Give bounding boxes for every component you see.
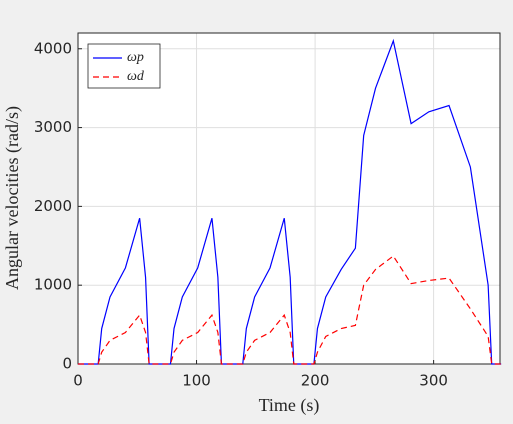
legend-box: [87, 43, 161, 89]
y-tick-label: 0: [62, 355, 72, 373]
y-tick-label: 4000: [34, 39, 72, 57]
axes-box: [77, 32, 501, 365]
x-tick-label: 200: [301, 372, 330, 390]
y-tick-label: 2000: [34, 197, 72, 215]
x-axis-label: Time (s): [259, 395, 320, 416]
x-tick-label: 300: [419, 372, 448, 390]
x-tick-label: 100: [182, 372, 211, 390]
y-tick-label: 3000: [34, 118, 72, 136]
x-tick-label: 0: [73, 372, 83, 390]
line-series: [78, 38, 502, 365]
y-axis-label: Angular velocities (rad/s): [2, 106, 23, 290]
line-series: [78, 255, 502, 365]
y-tick-label: 1000: [34, 276, 72, 294]
legend-label: ωd: [127, 69, 145, 84]
legend-label: ωp: [127, 50, 144, 65]
